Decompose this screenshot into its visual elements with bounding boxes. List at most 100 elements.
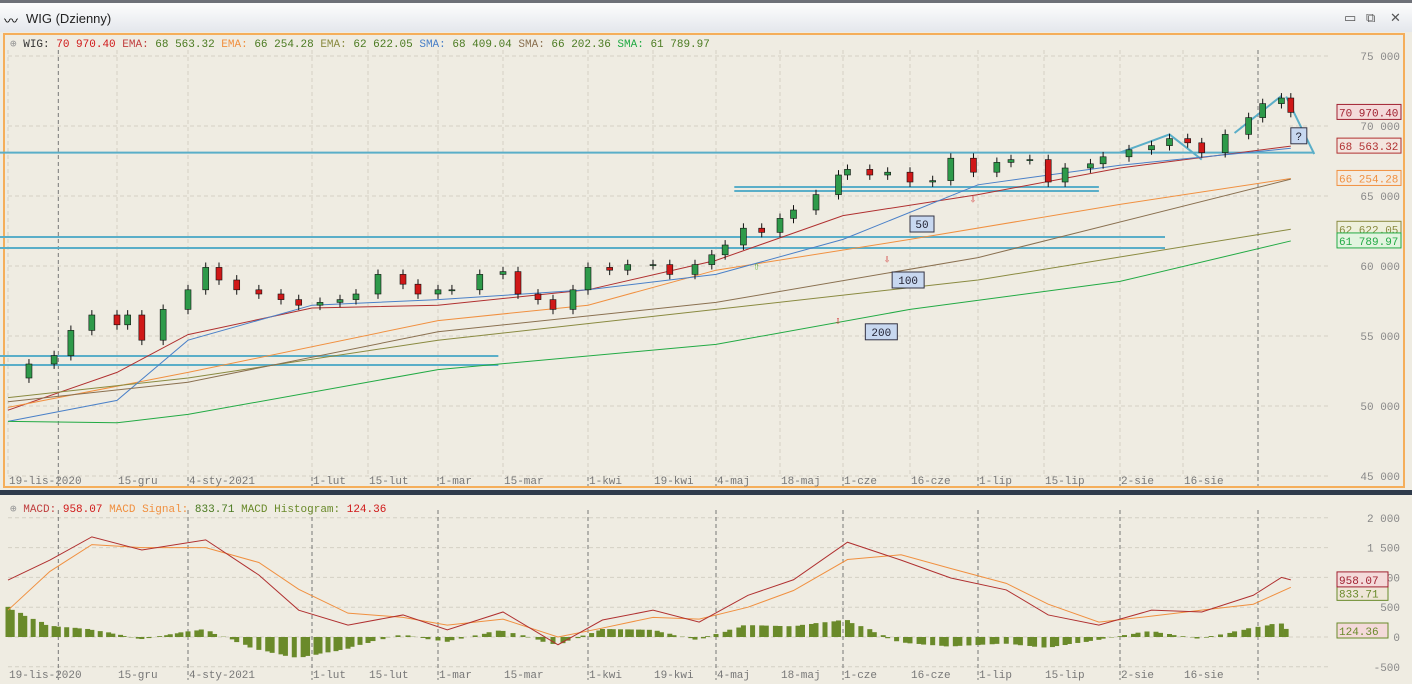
histogram-bar (51, 626, 57, 637)
candle-body (866, 169, 874, 176)
macd-y-tick-label: -500 (1374, 663, 1400, 675)
move-handle-icon[interactable]: ⊕ (10, 504, 24, 516)
histogram-bar (894, 637, 900, 642)
candle (790, 205, 797, 224)
moving-average-line (7, 240, 1291, 424)
histogram-bar (727, 629, 733, 637)
x-tick-label: 1-lut (313, 670, 346, 682)
restore-icon[interactable]: ⧉ (1366, 11, 1376, 26)
legend-value: 62 622.05 (353, 39, 420, 51)
histogram-bar (836, 620, 841, 637)
candle (113, 310, 121, 330)
annotation-label: 200 (871, 328, 891, 340)
legend-label: MACD Histogram: (241, 504, 347, 516)
minimize-icon[interactable]: ▭ (1344, 11, 1357, 26)
x-tick-label: 1-cze (844, 670, 877, 682)
histogram-bar (405, 635, 411, 637)
histogram-bar (589, 633, 595, 637)
histogram-bar (980, 637, 986, 645)
histogram-bar (1255, 626, 1261, 637)
last-price-label-box (1336, 103, 1402, 120)
move-handle-icon[interactable]: ⊕ (10, 39, 24, 51)
panel-splitter[interactable] (0, 490, 1412, 495)
close-icon[interactable]: ✕ (1390, 11, 1401, 26)
candle-body (790, 209, 797, 219)
histogram-bar (610, 629, 616, 637)
candle-body (1125, 149, 1133, 158)
legend-value: 70 970.40 (56, 39, 123, 51)
histogram-bar (575, 637, 581, 639)
candle-body (352, 293, 360, 300)
histogram-bar (110, 633, 116, 637)
candle (929, 175, 936, 187)
histogram-bar (118, 634, 124, 637)
histogram-bar (822, 622, 828, 637)
histogram-bar (880, 635, 886, 637)
histogram-bar (157, 636, 163, 637)
moving-average-line (7, 177, 1291, 408)
histogram-bar (550, 637, 556, 644)
candle (776, 213, 784, 238)
x-tick-label: 15-lip (1045, 476, 1085, 488)
candle (708, 249, 716, 270)
histogram-bar (1203, 637, 1209, 638)
histogram-bar (867, 629, 873, 637)
candle (1221, 129, 1229, 158)
histogram-bar (185, 631, 191, 637)
histogram-bar (380, 637, 386, 640)
candle (844, 164, 851, 180)
candle (906, 167, 914, 187)
histogram-bar (636, 629, 642, 637)
y-tick-label: 65 000 (1360, 192, 1400, 204)
histogram-bar (1003, 637, 1009, 644)
annotation-label: 50 (915, 220, 928, 232)
histogram-bar (1054, 637, 1060, 647)
histogram-bar (871, 632, 877, 637)
x-tick-label: 4-sty-2021 (189, 670, 255, 682)
histogram-bar (1232, 631, 1238, 637)
annotation-box (909, 215, 935, 233)
candle (316, 297, 324, 311)
sell-arrow-icon: ⇩ (884, 255, 891, 267)
candle-body (906, 171, 914, 183)
histogram-bar (750, 625, 756, 637)
x-tick-label: 2-sie (1121, 670, 1154, 682)
candle-body (1087, 163, 1094, 169)
candle-body (277, 293, 285, 300)
histogram-bar (106, 632, 112, 637)
price-panel[interactable] (3, 33, 1405, 488)
candle (67, 325, 75, 361)
macd-last-label: 958.07 (1339, 576, 1379, 588)
candle (138, 310, 146, 346)
legend-label: EMA: (221, 39, 255, 51)
candle (88, 310, 96, 336)
candle-body (721, 244, 729, 256)
histogram-bar (1013, 637, 1019, 645)
candle-body (884, 171, 891, 176)
histogram-bar (759, 625, 765, 637)
histogram-bar (164, 635, 170, 637)
histogram-bar (265, 637, 271, 652)
candle-body (624, 264, 632, 271)
histogram-bar (1017, 637, 1023, 646)
histogram-bar (989, 637, 995, 645)
histogram-bar (722, 631, 728, 637)
histogram-bar (795, 625, 801, 637)
candle-body (929, 180, 936, 183)
histogram-bar (1131, 633, 1136, 637)
x-tick-label: 15-lut (369, 670, 409, 682)
histogram-bar (325, 637, 331, 653)
candle-body (1026, 159, 1034, 161)
histogram-bar (234, 637, 240, 643)
candle (1184, 133, 1191, 148)
candle-body (514, 271, 522, 295)
trend-line (1233, 95, 1283, 134)
histogram-bar (357, 637, 363, 645)
candle-body (776, 218, 784, 233)
histogram-bar (885, 637, 891, 639)
legend-label: MACD: (23, 504, 63, 516)
candle-body (1148, 145, 1155, 151)
histogram-bar (317, 637, 323, 654)
histogram-bar (777, 626, 783, 637)
